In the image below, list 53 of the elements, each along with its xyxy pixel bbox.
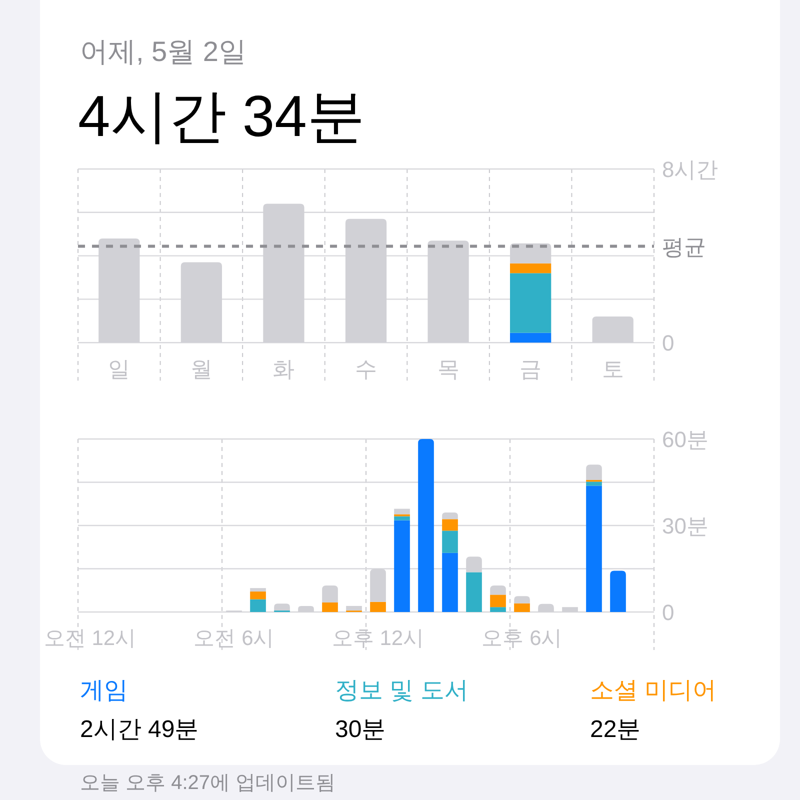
bar [514, 596, 530, 604]
bar [490, 607, 506, 612]
ref-line-label: 평균 [662, 234, 706, 259]
y-tick-label: 30분 [662, 513, 708, 538]
bar [322, 602, 338, 612]
bar [490, 585, 506, 595]
bar [510, 273, 552, 333]
bar [370, 602, 386, 612]
category-label: 게임 [80, 677, 128, 704]
category-label: 정보 및 도서 [335, 677, 468, 704]
bar [586, 482, 602, 486]
x-tick-label: 일 [108, 356, 130, 382]
bar [510, 263, 552, 274]
bar [394, 516, 410, 520]
x-tick-label: 수 [355, 356, 377, 382]
x-tick-label: 오전 6시 [194, 626, 274, 650]
bar [250, 592, 266, 600]
text: 2시간 49분 [80, 716, 199, 743]
text: 22분 [590, 716, 641, 743]
chart-subtitle: 4시간 34분 [78, 84, 365, 149]
bar [442, 519, 458, 531]
bar [610, 570, 626, 612]
bar [490, 594, 506, 608]
bar [586, 464, 602, 480]
text: 30분 [335, 716, 386, 743]
bar [394, 508, 410, 514]
bar [394, 520, 410, 612]
bar [322, 585, 338, 602]
x-tick-label: 목 [437, 356, 460, 382]
bar [442, 530, 458, 553]
x-tick-label: 토 [602, 356, 624, 382]
bar [586, 486, 602, 612]
bar [442, 552, 458, 612]
x-tick-label: 금 [520, 356, 542, 382]
bar [442, 512, 458, 520]
x-tick-label: 오전 12시 [44, 626, 136, 650]
bar [514, 603, 530, 612]
chart-title: 어제, 5월 2일 [80, 36, 246, 67]
x-tick-label: 월 [190, 356, 212, 382]
bar [466, 572, 482, 612]
x-tick-label: 오후 6시 [482, 626, 562, 650]
text: 오늘 오후 4:27에 업데이트됨 [80, 772, 336, 794]
y-tick-label: 0 [662, 600, 674, 624]
y-tick-label: 0 [662, 330, 674, 356]
y-tick-label: 8시간 [662, 156, 718, 182]
x-tick-label: 화 [272, 356, 295, 382]
bar [250, 588, 266, 592]
bar [250, 599, 266, 612]
bar [418, 439, 434, 612]
category-label: 소셜 미디어 [590, 677, 717, 704]
y-tick-label: 60분 [662, 426, 708, 452]
x-tick-label: 오후 12시 [332, 626, 424, 650]
bar [510, 332, 552, 343]
